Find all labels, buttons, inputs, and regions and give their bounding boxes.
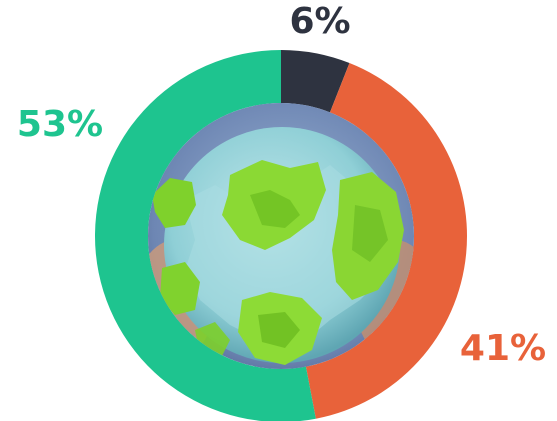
label-6-percent: 6% xyxy=(289,1,350,42)
slice-41-percent xyxy=(305,63,467,419)
labels-layer: 6% 41% 53% xyxy=(17,1,546,369)
label-41-percent: 41% xyxy=(460,328,546,369)
crumpled-paper-globe-photo xyxy=(148,103,414,369)
slice-6-percent xyxy=(281,50,350,113)
label-53-percent: 53% xyxy=(17,104,103,145)
slices-layer xyxy=(94,50,467,421)
slice-53-percent xyxy=(94,50,316,421)
